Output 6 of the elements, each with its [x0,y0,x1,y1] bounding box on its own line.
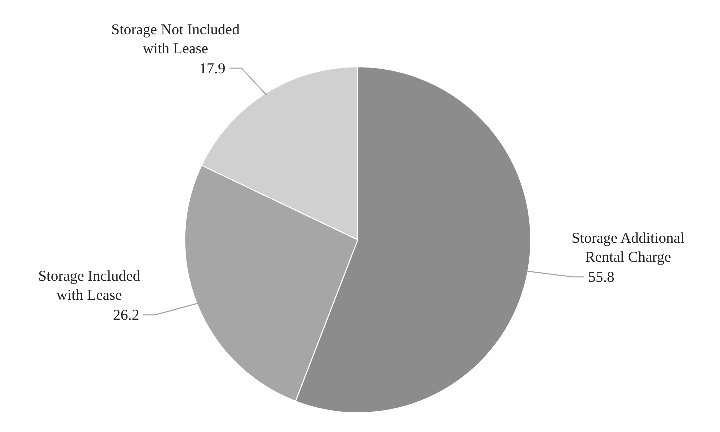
slice-label: Storage Not Included with Lease [112,22,240,58]
slice-label: Storage Additional Rental Charge [572,231,685,266]
data-label: 26.2 [113,308,140,324]
data-label: 17.9 [199,61,226,78]
slice-label: Storage Included with Lease [38,269,141,304]
data-label: 55.8 [588,270,615,286]
